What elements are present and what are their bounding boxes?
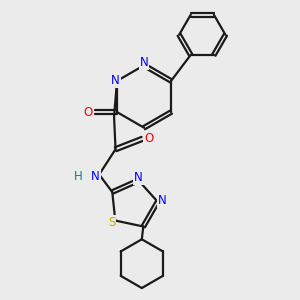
- Text: N: N: [134, 171, 143, 184]
- Text: N: N: [91, 169, 100, 182]
- Text: N: N: [158, 194, 167, 207]
- Text: N: N: [111, 74, 120, 87]
- Text: O: O: [84, 106, 93, 118]
- Text: H: H: [74, 169, 83, 182]
- Text: S: S: [108, 216, 116, 230]
- Text: N: N: [140, 56, 148, 69]
- Text: O: O: [144, 132, 154, 146]
